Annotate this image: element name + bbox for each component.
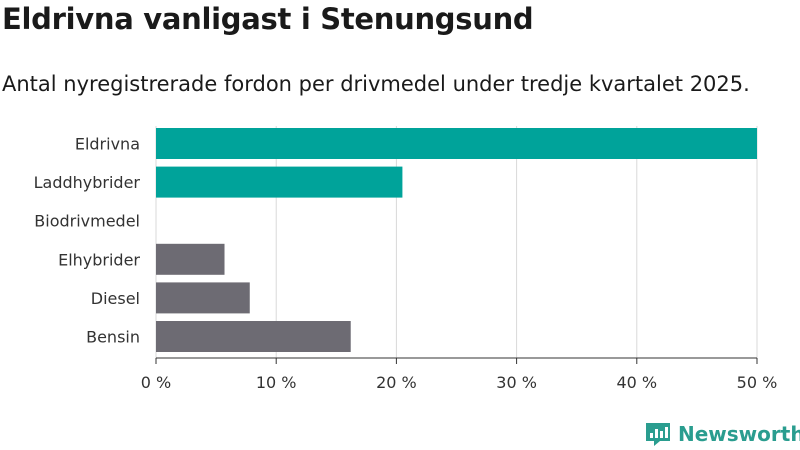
bar-laddhybrider <box>156 166 403 198</box>
chart-title: Eldrivna vanligast i Stenungsund <box>2 2 534 36</box>
category-label: Biodrivmedel <box>34 212 140 231</box>
x-tick-label: 30 % <box>496 373 537 392</box>
category-label: Eldrivna <box>75 135 140 154</box>
bar-eldrivna <box>156 128 757 159</box>
x-tick-label: 0 % <box>141 373 171 392</box>
brand-logo: Newsworthy <box>644 420 800 448</box>
brand-name: Newsworthy <box>678 422 800 446</box>
bar-diesel <box>156 282 250 314</box>
x-tick-label: 10 % <box>256 373 297 392</box>
bar-bensin <box>156 321 351 352</box>
category-label: Diesel <box>91 289 140 308</box>
category-label: Elhybrider <box>58 250 140 269</box>
x-tick-label: 50 % <box>737 373 778 392</box>
x-tick-label: 40 % <box>616 373 657 392</box>
bar-elhybrider <box>156 243 225 275</box>
x-tick-label: 20 % <box>376 373 417 392</box>
chart-subtitle: Antal nyregistrerade fordon per drivmede… <box>2 72 750 96</box>
newsworthy-logo-icon <box>646 423 670 446</box>
category-label: Laddhybrider <box>34 173 141 192</box>
category-label: Bensin <box>86 328 140 347</box>
